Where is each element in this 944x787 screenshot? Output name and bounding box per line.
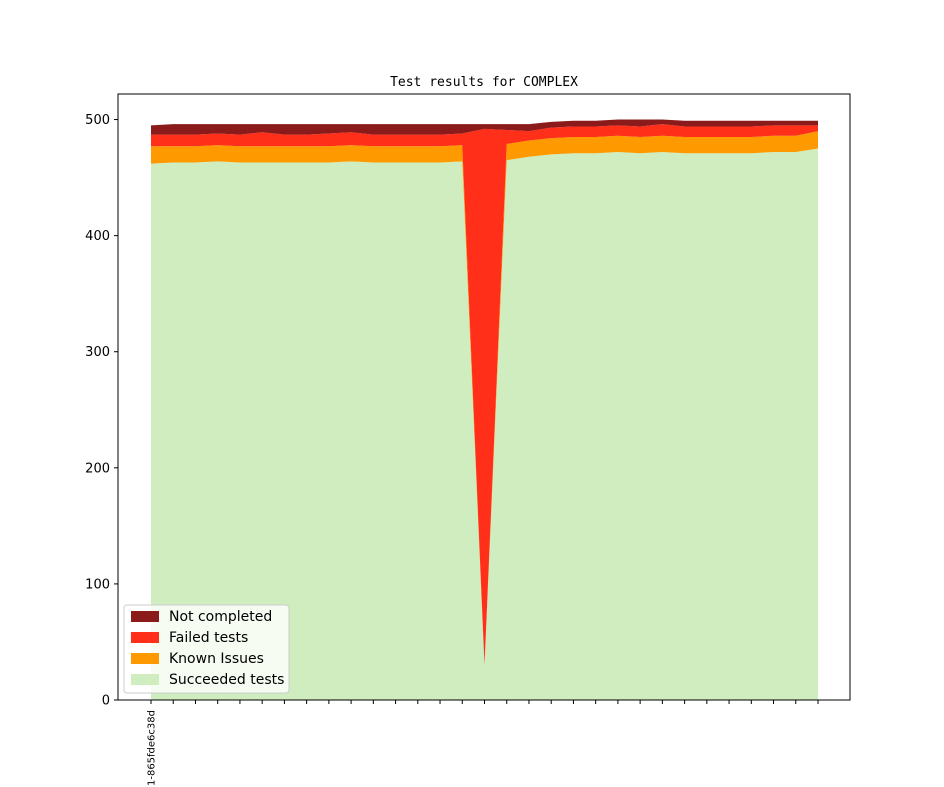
x-axis: 1-865fde6c38d [147, 700, 819, 786]
y-tick-label: 500 [85, 113, 110, 128]
y-tick-label: 200 [85, 461, 110, 476]
legend-swatch [131, 653, 159, 664]
chart-title: Test results for COMPLEX [390, 75, 578, 90]
y-tick-label: 400 [85, 229, 110, 244]
legend-label: Known Issues [169, 651, 264, 667]
area-succeeded-tests [151, 148, 818, 700]
y-tick-label: 100 [85, 577, 110, 592]
x-tick-label: 1-865fde6c38d [147, 710, 158, 786]
area-failed-tests [151, 124, 818, 666]
area-series-group [151, 119, 818, 700]
legend: Not completed Failed tests Known Issues Suc… [123, 604, 290, 694]
legend-swatch [131, 674, 159, 685]
y-tick-label: 0 [102, 694, 110, 709]
legend-label: Succeeded tests [169, 672, 284, 688]
legend-swatch [131, 611, 159, 622]
area-not-completed [151, 119, 818, 135]
legend-label: Failed tests [169, 630, 248, 646]
legend-box [123, 604, 290, 694]
y-axis: 0 100 200 300 400 500 [85, 113, 118, 709]
legend-label: Not completed [169, 609, 272, 625]
y-tick-label: 300 [85, 345, 110, 360]
legend-swatch [131, 632, 159, 643]
